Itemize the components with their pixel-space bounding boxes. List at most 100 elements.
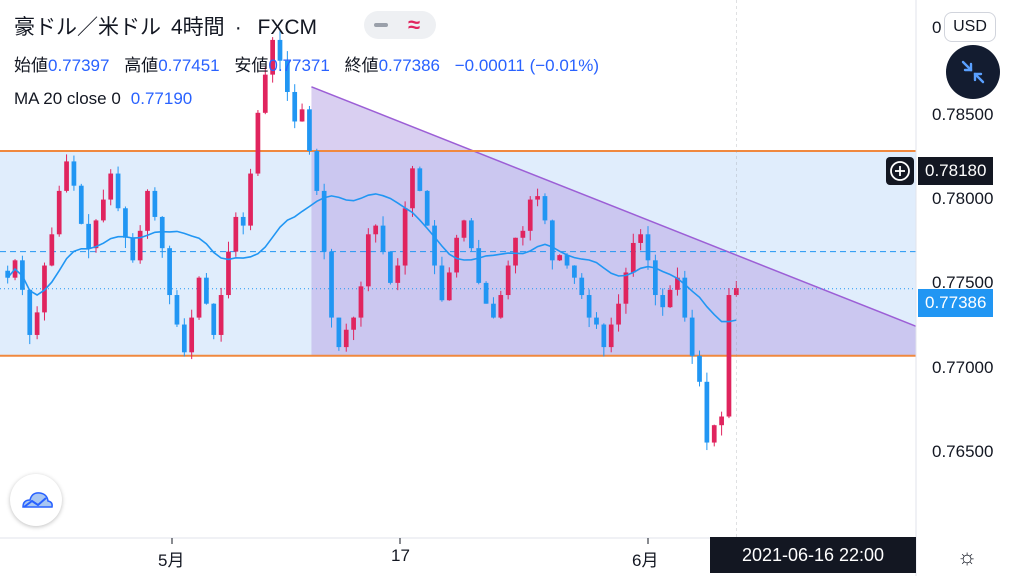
interval-label: 4時間 xyxy=(171,16,225,39)
candle-body xyxy=(93,220,99,249)
low-value: 0.77371 xyxy=(268,56,330,75)
candle-body xyxy=(299,109,305,122)
change-value: −0.00011 (−0.01%) xyxy=(454,56,600,75)
candle-body xyxy=(660,295,666,308)
candle-body xyxy=(373,225,379,235)
wave-icon[interactable]: ≈ xyxy=(408,12,421,37)
candle-body xyxy=(329,251,334,318)
candle-body xyxy=(417,168,423,191)
candle-body xyxy=(697,355,702,382)
exchange-label: FXCM xyxy=(257,16,318,39)
candle-body xyxy=(145,190,150,231)
candle-body xyxy=(630,242,636,273)
candle-body xyxy=(608,324,614,348)
candle-body xyxy=(410,168,415,209)
candle-body xyxy=(211,303,217,335)
candle-body xyxy=(483,282,489,304)
plus-circle-icon[interactable] xyxy=(886,157,914,185)
time-tick: 17 xyxy=(391,546,410,565)
time-tick: 5月 xyxy=(158,551,185,570)
candle-body xyxy=(402,208,408,266)
candle-body xyxy=(204,277,209,304)
candle-body xyxy=(527,199,533,231)
candle-body xyxy=(675,277,680,290)
currency-button[interactable]: USD xyxy=(944,12,996,42)
candle-body xyxy=(321,190,327,252)
candle-body xyxy=(336,317,342,348)
candle-body xyxy=(262,74,268,113)
candle-body xyxy=(689,317,695,356)
candle-body xyxy=(564,255,570,266)
low-label: 安値 xyxy=(234,56,269,75)
candle-body xyxy=(78,185,84,224)
price-tick: 0.78500 xyxy=(932,105,994,124)
candle-body xyxy=(189,317,195,353)
ma-label: MA 20 close 0 xyxy=(14,89,121,108)
candle-body xyxy=(314,150,320,191)
price-tick: 0.77000 xyxy=(932,358,994,377)
candle-body xyxy=(167,248,172,296)
candle-body xyxy=(469,220,474,249)
candle-body xyxy=(616,303,621,325)
candle-body xyxy=(248,173,253,226)
last-price-label: 0.77386 xyxy=(918,289,994,317)
candle-body xyxy=(137,230,143,261)
ohlc-readout: 始値0.77397 高値0.77451 安値0.77371 終値0.77386 … xyxy=(14,51,609,76)
candle-body xyxy=(667,289,673,308)
candle-body xyxy=(542,196,548,221)
candle-body xyxy=(159,216,165,249)
candle-body xyxy=(255,112,261,174)
collapse-arrows-icon[interactable] xyxy=(946,45,1000,99)
price-tick: 0.78000 xyxy=(932,189,994,208)
candle-body xyxy=(115,173,121,209)
candle-body xyxy=(601,324,607,348)
crosshair-time-label: 2021-06-16 22:00 xyxy=(710,537,916,573)
gear-icon[interactable]: ☼ xyxy=(957,544,978,569)
candle-body xyxy=(380,225,386,252)
price-tick-top: 0 xyxy=(932,18,942,37)
candle-body xyxy=(226,251,231,296)
candle-body xyxy=(424,190,430,226)
candle-body xyxy=(152,190,158,217)
high-value: 0.77451 xyxy=(158,56,220,75)
candle-body xyxy=(586,295,592,318)
candle-body xyxy=(56,190,62,235)
minus-icon[interactable] xyxy=(374,23,388,27)
visibility-toggle-pill[interactable]: ≈ xyxy=(364,11,436,39)
candle-body xyxy=(638,234,643,243)
tradingview-cloud-icon[interactable] xyxy=(10,474,62,526)
ma-legend[interactable]: MA 20 close 0 0.77190 xyxy=(14,89,192,109)
candle-body xyxy=(240,216,246,226)
candle-body xyxy=(292,91,298,122)
candle-body xyxy=(351,317,356,330)
candle-body xyxy=(704,381,710,443)
price-tick: 0.77500 xyxy=(932,273,994,292)
open-value: 0.77397 xyxy=(48,56,110,75)
candle-body xyxy=(218,295,224,335)
ma-value: 0.77190 xyxy=(130,89,193,108)
candle-body xyxy=(86,223,91,249)
candle-body xyxy=(123,208,128,238)
candle-body xyxy=(549,220,555,261)
candle-body xyxy=(64,161,69,191)
open-label: 始値 xyxy=(14,56,48,75)
candle-body xyxy=(505,265,511,296)
candle-body xyxy=(277,39,283,61)
candle-body xyxy=(682,277,688,318)
candle-body xyxy=(476,248,482,283)
triangle-resistance-line xyxy=(311,86,917,327)
ma-20-line xyxy=(7,193,737,323)
candle-body xyxy=(711,425,717,443)
time-tick: 6月 xyxy=(632,551,659,570)
candle-body xyxy=(461,220,467,238)
candle-body xyxy=(572,265,577,278)
candle-body xyxy=(395,265,401,283)
symbol-header[interactable]: 豪ドル／米ドル 4時間 · FXCM xyxy=(14,16,318,39)
candle-body xyxy=(439,265,445,301)
candle-body xyxy=(733,288,739,296)
candle-body xyxy=(5,270,11,278)
candle-body xyxy=(535,196,540,200)
candle-body xyxy=(101,199,106,221)
candle-body xyxy=(343,329,349,348)
